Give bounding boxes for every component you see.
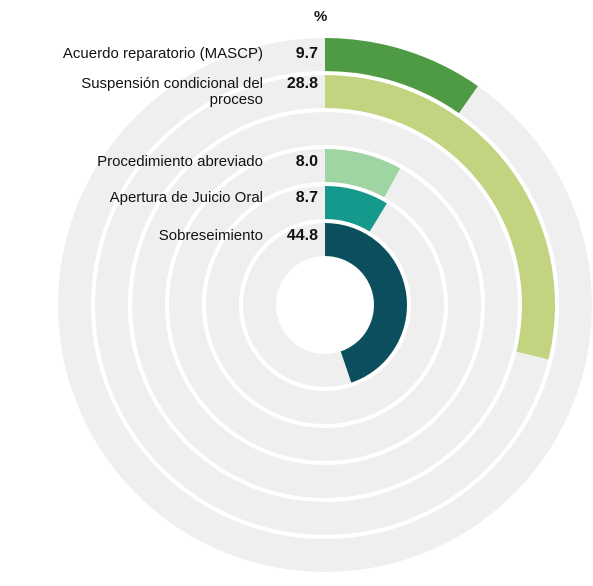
category-label: Procedimiento abreviado: [97, 153, 263, 170]
unit-label: %: [314, 8, 328, 25]
radial-bar: [325, 149, 401, 198]
category-label: Sobreseimiento: [158, 227, 263, 244]
radial-bar: [325, 75, 555, 360]
category-label: Acuerdo reparatorio (MASCP): [62, 45, 263, 62]
value-label: 44.8: [286, 227, 318, 244]
value-label: 8.0: [295, 153, 318, 170]
value-label: 8.7: [295, 189, 318, 206]
category-label: Apertura de Juicio Oral: [109, 189, 263, 206]
category-label: Suspensión condicional del proceso: [81, 75, 263, 108]
value-label: 28.8: [286, 75, 318, 92]
radial-bar: [325, 186, 387, 232]
radial-bar: [325, 38, 478, 114]
radial-bar: [325, 223, 407, 383]
value-label: 9.7: [295, 45, 318, 62]
ring-background: [132, 112, 518, 498]
